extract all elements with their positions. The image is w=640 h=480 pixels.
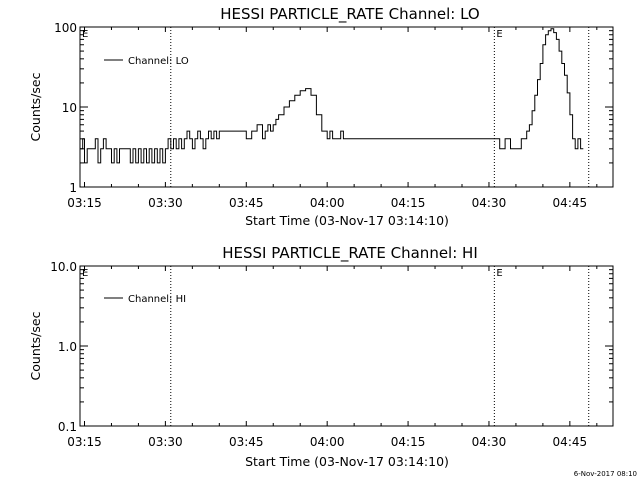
hi-x-tick-label: 04:00 [310, 435, 345, 449]
hi-panel-title: HESSI PARTICLE_RATE Channel: HI [222, 244, 478, 263]
hi-x-tick-label: 03:15 [67, 435, 102, 449]
lo-panel-title: HESSI PARTICLE_RATE Channel: LO [220, 5, 479, 24]
lo-x-axis-label: Start Time (03-Nov-17 03:14:10) [245, 213, 449, 228]
hi-y-tick-label: 1.0 [58, 340, 77, 354]
lo-y-axis-label: Counts/sec [28, 72, 43, 141]
lo-y-ticks: 1 10 100 [54, 21, 613, 195]
hi-corner-mark: E [82, 268, 88, 279]
hi-y-tick-label: 10.0 [50, 260, 77, 274]
hi-x-ticks: 03:15 03:30 03:45 04:00 04:15 04:30 04:45 [67, 266, 598, 449]
hi-event-lines: E [170, 266, 590, 426]
hi-x-tick-label: 03:45 [229, 435, 264, 449]
hi-x-tick-label: 03:30 [148, 435, 183, 449]
lo-x-tick-label: 04:30 [472, 196, 507, 210]
lo-x-tick-label: 04:15 [391, 196, 426, 210]
hi-y-ticks: 0.1 1.0 10.0 [50, 260, 613, 434]
lo-x-tick-label: 04:45 [553, 196, 588, 210]
hi-event-label: E [496, 268, 502, 279]
lo-channel-panel: HESSI PARTICLE_RATE Channel: LO 03:15 03:… [28, 5, 614, 228]
hi-x-axis-label: Start Time (03-Nov-17 03:14:10) [245, 454, 449, 469]
hi-channel-panel: HESSI PARTICLE_RATE Channel: HI 03:15 03:… [28, 244, 614, 469]
lo-event-label: E [496, 29, 502, 40]
hi-x-tick-label: 04:15 [391, 435, 426, 449]
lo-corner-mark: E [82, 29, 88, 40]
lo-x-tick-label: 03:15 [67, 196, 102, 210]
lo-y-tick-label: 10 [62, 101, 77, 115]
lo-legend-label: Channel: LO [128, 56, 189, 67]
lo-y-tick-label: 100 [54, 21, 77, 35]
hi-y-axis-label: Counts/sec [28, 311, 43, 380]
hi-x-tick-label: 04:30 [472, 435, 507, 449]
lo-series-line [80, 28, 584, 164]
lo-x-tick-label: 04:00 [310, 196, 345, 210]
lo-x-tick-label: 03:45 [229, 196, 264, 210]
hi-legend-label: Channel: HI [128, 294, 186, 305]
lo-x-ticks: 03:15 03:30 03:45 04:00 04:15 04:30 04:45 [67, 27, 598, 210]
lo-event-lines: E [170, 27, 590, 187]
lo-x-tick-label: 03:30 [148, 196, 183, 210]
hi-plot-frame [79, 265, 614, 427]
hi-y-tick-label: 0.1 [58, 420, 77, 434]
lo-y-tick-label: 1 [69, 181, 77, 195]
lo-series [80, 28, 584, 164]
footer-timestamp: 6-Nov-2017 08:10 [574, 470, 637, 478]
hi-x-tick-label: 04:45 [553, 435, 588, 449]
